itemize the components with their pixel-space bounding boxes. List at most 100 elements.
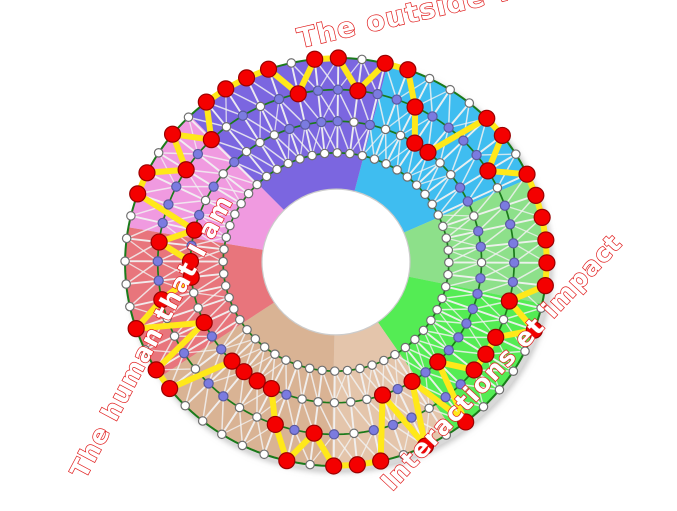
highlighted-node[interactable] — [348, 456, 366, 474]
network-node-ring3[interactable] — [229, 304, 239, 314]
network-node-ring2[interactable] — [193, 209, 205, 221]
highlighted-node[interactable] — [372, 452, 390, 470]
network-node-ring3[interactable] — [369, 154, 380, 164]
highlighted-node[interactable] — [177, 161, 195, 179]
network-node-ring1[interactable] — [312, 85, 324, 96]
highlighted-node[interactable] — [478, 109, 496, 127]
network-node-ring1[interactable] — [169, 331, 180, 341]
network-node-ring1[interactable] — [162, 313, 172, 324]
network-node-ring0[interactable] — [237, 440, 248, 451]
network-node-ring3[interactable] — [281, 355, 291, 365]
network-node-ring1[interactable] — [471, 149, 482, 161]
network-node-ring1[interactable] — [252, 412, 262, 422]
highlighted-node[interactable] — [465, 361, 483, 379]
network-node-ring3[interactable] — [332, 148, 343, 158]
network-node-ring3[interactable] — [272, 164, 282, 175]
network-node-ring3[interactable] — [432, 304, 442, 315]
network-node-ring2[interactable] — [297, 394, 307, 404]
network-node-ring2[interactable] — [475, 241, 486, 252]
highlighted-node[interactable] — [217, 80, 235, 98]
network-node-ring2[interactable] — [186, 240, 197, 251]
network-node-ring3[interactable] — [218, 268, 229, 279]
network-node-ring2[interactable] — [475, 273, 486, 284]
network-node-ring3[interactable] — [295, 154, 305, 164]
network-node-ring1[interactable] — [509, 257, 520, 268]
network-node-ring0[interactable] — [259, 449, 269, 460]
network-node-ring2[interactable] — [467, 303, 479, 315]
highlighted-node[interactable] — [500, 292, 518, 310]
network-node-ring3[interactable] — [218, 256, 228, 267]
network-node-ring3[interactable] — [444, 257, 454, 268]
network-node-ring2[interactable] — [454, 182, 466, 193]
network-node-ring3[interactable] — [355, 363, 365, 374]
highlighted-node[interactable] — [305, 424, 323, 442]
highlighted-node[interactable] — [533, 208, 551, 226]
network-node-ring2[interactable] — [188, 287, 199, 298]
highlighted-node[interactable] — [181, 252, 200, 271]
network-node-ring3[interactable] — [437, 293, 447, 304]
network-node-ring0[interactable] — [357, 54, 367, 65]
network-node-ring0[interactable] — [511, 149, 521, 159]
network-node-ring0[interactable] — [508, 366, 519, 376]
highlighted-node[interactable] — [406, 134, 424, 152]
network-node-ring1[interactable] — [458, 135, 469, 146]
network-node-ring3[interactable] — [270, 349, 280, 359]
network-node-ring3[interactable] — [250, 334, 261, 344]
network-node-ring3[interactable] — [317, 365, 327, 376]
network-node-ring2[interactable] — [316, 116, 327, 128]
network-node-ring3[interactable] — [220, 281, 231, 291]
network-node-ring2[interactable] — [476, 257, 487, 268]
network-node-ring1[interactable] — [234, 402, 245, 413]
network-node-ring1[interactable] — [273, 93, 285, 105]
network-node-ring1[interactable] — [504, 219, 516, 230]
network-node-ring3[interactable] — [236, 198, 246, 209]
network-node-ring3[interactable] — [438, 221, 448, 232]
highlighted-node[interactable] — [248, 372, 266, 390]
network-node-ring0[interactable] — [121, 233, 132, 244]
network-node-ring1[interactable] — [427, 111, 438, 122]
network-node-ring1[interactable] — [499, 200, 511, 211]
highlighted-node[interactable] — [235, 363, 253, 381]
network-node-ring3[interactable] — [259, 342, 270, 352]
network-node-ring1[interactable] — [508, 238, 519, 249]
network-node-ring3[interactable] — [392, 165, 402, 175]
network-node-ring2[interactable] — [443, 344, 454, 356]
network-node-ring3[interactable] — [283, 158, 293, 169]
highlighted-node[interactable] — [266, 415, 284, 434]
highlighted-node[interactable] — [429, 353, 447, 371]
network-node-ring2[interactable] — [206, 331, 218, 342]
highlighted-node[interactable] — [259, 60, 278, 78]
network-node-ring2[interactable] — [281, 389, 292, 400]
network-node-ring3[interactable] — [433, 210, 443, 220]
highlighted-node[interactable] — [185, 221, 204, 239]
network-node-ring3[interactable] — [242, 324, 252, 335]
network-node-ring1[interactable] — [332, 84, 344, 95]
network-node-ring0[interactable] — [424, 73, 435, 84]
highlighted-node[interactable] — [527, 186, 545, 204]
network-node-ring0[interactable] — [478, 401, 489, 412]
highlighted-node[interactable] — [195, 313, 213, 332]
network-node-ring1[interactable] — [192, 148, 204, 160]
network-node-ring1[interactable] — [507, 276, 519, 288]
highlighted-node[interactable] — [329, 49, 347, 67]
highlighted-node[interactable] — [129, 185, 147, 203]
network-node-ring1[interactable] — [443, 122, 454, 133]
network-node-ring3[interactable] — [225, 220, 235, 231]
network-node-ring3[interactable] — [292, 360, 303, 370]
network-node-ring3[interactable] — [440, 281, 451, 292]
highlighted-node[interactable] — [325, 457, 343, 475]
network-node-ring1[interactable] — [440, 391, 451, 403]
network-node-ring0[interactable] — [125, 301, 135, 312]
network-node-ring2[interactable] — [462, 196, 474, 207]
network-node-ring0[interactable] — [464, 98, 475, 108]
network-node-ring0[interactable] — [140, 344, 150, 355]
network-node-ring2[interactable] — [473, 226, 484, 237]
highlighted-node[interactable] — [538, 254, 556, 272]
network-node-ring2[interactable] — [349, 117, 359, 127]
network-node-ring1[interactable] — [255, 101, 266, 112]
network-node-ring0[interactable] — [197, 416, 208, 426]
network-node-ring1[interactable] — [328, 429, 340, 440]
highlighted-node[interactable] — [262, 379, 281, 398]
highlighted-node[interactable] — [536, 277, 554, 295]
highlighted-node[interactable] — [197, 93, 215, 111]
